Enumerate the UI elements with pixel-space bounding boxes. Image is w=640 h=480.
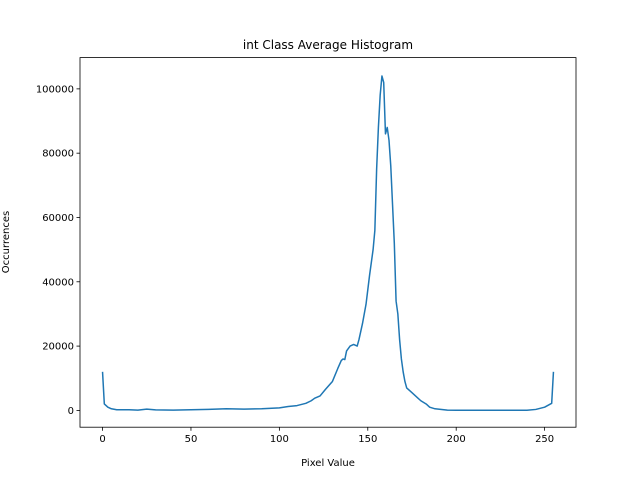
- y-axis-label: Occurrences: [1, 211, 12, 273]
- y-tick-label: 80000: [42, 149, 74, 160]
- x-tick-label: 100: [270, 434, 289, 445]
- y-tick-label: 60000: [42, 213, 74, 224]
- y-tick-label: 0: [68, 406, 74, 417]
- x-tick-label: 50: [185, 434, 198, 445]
- data-line: [101, 75, 555, 411]
- x-tick-label: 250: [535, 434, 554, 445]
- x-axis-label: Pixel Value: [301, 458, 355, 469]
- y-tick-label: 20000: [42, 342, 74, 353]
- y-tick-label: 40000: [42, 277, 74, 288]
- plot-frame: [79, 57, 577, 428]
- x-tick-label: 150: [358, 434, 377, 445]
- chart-title: int Class Average Histogram: [243, 38, 413, 52]
- x-tick-label: 200: [447, 434, 466, 445]
- y-tick-label: 100000: [36, 84, 74, 95]
- x-tick-label: 0: [99, 434, 105, 445]
